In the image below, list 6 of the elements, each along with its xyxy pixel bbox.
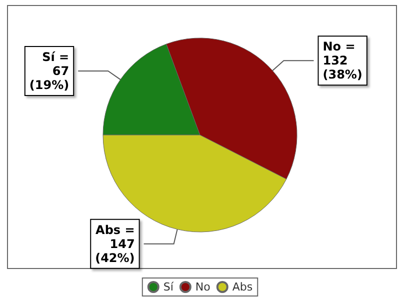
data-label: Sí = 67 (19%) bbox=[29, 50, 70, 92]
data-label: Abs = 147 (42%) bbox=[95, 222, 135, 265]
legend-label: Sí bbox=[163, 280, 174, 294]
data-label: No = 132 (38%) bbox=[322, 40, 362, 82]
legend-label: No bbox=[195, 280, 211, 294]
legend-label: Abs bbox=[232, 280, 253, 294]
